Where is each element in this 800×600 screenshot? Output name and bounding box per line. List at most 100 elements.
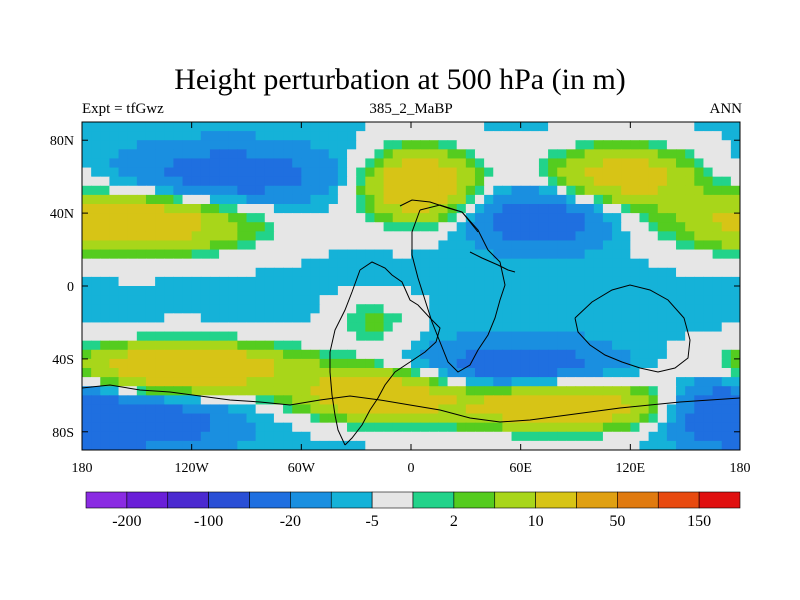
field-cell <box>401 340 412 351</box>
field-cell <box>447 149 458 160</box>
field-cell <box>209 322 220 333</box>
field-cell <box>145 213 156 223</box>
field-cell <box>593 331 604 342</box>
field-cell <box>676 422 686 433</box>
field-cell <box>438 122 449 132</box>
field-cell <box>374 368 385 378</box>
field-cell <box>538 386 549 396</box>
field-cell <box>228 304 238 314</box>
field-cell <box>529 249 540 260</box>
field-cell <box>465 231 476 242</box>
field-cell <box>648 131 659 141</box>
field-cell <box>109 395 120 406</box>
field-cell <box>337 267 348 278</box>
east-asia-outline <box>469 251 516 273</box>
field-cell <box>593 395 604 406</box>
field-cell <box>465 267 476 278</box>
field-cell <box>621 413 631 424</box>
field-cell <box>465 213 476 223</box>
field-cell <box>100 440 111 450</box>
field-cell <box>82 213 92 223</box>
field-cell <box>557 304 567 314</box>
field-cell <box>337 358 348 369</box>
field-cell <box>164 440 174 450</box>
field-cell <box>730 386 740 396</box>
field-cell <box>529 222 540 232</box>
field-cell <box>283 331 293 342</box>
field-cell <box>575 222 586 232</box>
field-cell <box>273 286 284 296</box>
field-cell <box>182 349 193 360</box>
field-cell <box>648 313 659 324</box>
field-cell <box>612 404 622 415</box>
field-cell <box>511 267 522 278</box>
field-cell <box>730 140 740 150</box>
field-cell <box>392 340 403 351</box>
field-cell <box>392 240 403 251</box>
field-cell <box>255 368 266 378</box>
field-cell <box>566 377 577 387</box>
field-cell <box>191 313 202 324</box>
field-cell <box>374 440 385 450</box>
field-cell <box>127 122 138 132</box>
field-cell <box>484 140 494 150</box>
field-cell <box>484 395 494 406</box>
field-cell <box>219 131 229 141</box>
field-cell <box>557 395 567 406</box>
field-cell <box>273 131 284 141</box>
field-cell <box>447 413 458 424</box>
field-cell <box>292 185 302 196</box>
field-cell <box>557 368 567 378</box>
field-cell <box>456 122 467 132</box>
field-cell <box>164 413 174 424</box>
field-cell <box>703 185 714 196</box>
field-cell <box>493 213 503 223</box>
field-cell <box>319 240 330 251</box>
field-cell <box>657 140 668 150</box>
field-cell <box>438 313 449 324</box>
field-cell <box>392 131 403 141</box>
field-cell <box>209 204 220 214</box>
field-cell <box>685 204 695 214</box>
field-cell <box>566 185 577 196</box>
field-cell <box>730 304 740 314</box>
field-cell <box>630 122 641 132</box>
field-cell <box>255 204 266 214</box>
field-cell <box>676 176 686 187</box>
field-cell <box>429 204 440 214</box>
field-cell <box>694 258 705 269</box>
field-cell <box>602 331 613 342</box>
field-cell <box>584 131 595 141</box>
field-cell <box>621 149 631 160</box>
field-cell <box>420 194 430 205</box>
field-cell <box>91 395 101 406</box>
field-cell <box>621 331 631 342</box>
field-cell <box>237 322 248 333</box>
field-cell <box>374 404 385 415</box>
field-cell <box>465 340 476 351</box>
field-cell <box>237 377 248 387</box>
field-cell <box>438 140 449 150</box>
field-cell <box>694 295 705 305</box>
field-cell <box>639 377 650 387</box>
field-cell <box>401 313 412 324</box>
field-cell <box>118 368 129 378</box>
field-cell <box>155 377 165 387</box>
field-cell <box>511 258 522 269</box>
field-cell <box>228 313 238 324</box>
field-cell <box>703 204 714 214</box>
field-cell <box>173 286 184 296</box>
field-cell <box>200 313 211 324</box>
field-cell <box>200 140 211 150</box>
field-cell <box>136 313 147 324</box>
field-cell <box>575 304 586 314</box>
field-cell <box>511 368 522 378</box>
field-cell <box>347 377 357 387</box>
field-cell <box>465 322 476 333</box>
field-cell <box>310 122 321 132</box>
field-cell <box>548 340 558 351</box>
field-cell <box>474 304 485 314</box>
field-cell <box>648 286 659 296</box>
field-cell <box>173 295 184 305</box>
field-cell <box>703 404 714 415</box>
